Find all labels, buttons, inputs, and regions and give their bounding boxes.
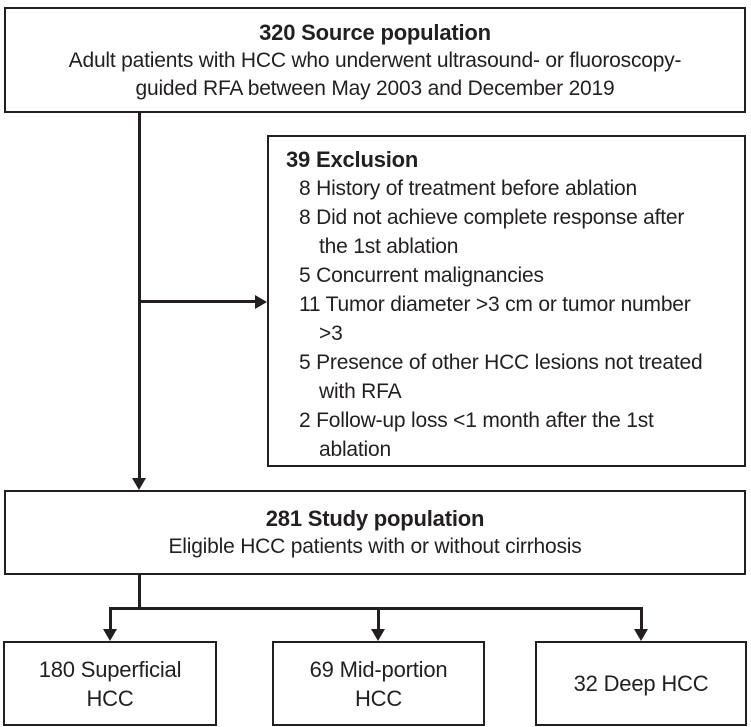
midportion-hcc-label: Mid-portion HCC <box>339 656 448 711</box>
connector-branch-middle-line <box>377 607 380 630</box>
study-population-label: Study population <box>307 506 485 531</box>
exclusion-item-text: Tumor diameter >3 cm or tumor number >3 <box>319 293 691 345</box>
source-population-label: Source population <box>301 19 491 45</box>
source-population-title: 320 Source population <box>259 18 491 47</box>
study-population-description: Eligible HCC patients with or without ci… <box>168 535 582 558</box>
deep-hcc-box: 32 Deep HCC <box>535 641 747 726</box>
exclusion-item-count: 5 <box>299 264 311 287</box>
midportion-hcc-title: 69 Mid-portion HCC <box>310 655 448 713</box>
midportion-hcc-count: 69 <box>309 656 334 682</box>
exclusion-item-count: 11 <box>299 293 321 316</box>
study-population-box: 281 Study population Eligible HCC patien… <box>4 490 746 575</box>
exclusion-item: 11 Tumor diameter >3 cm or tumor number … <box>269 290 744 348</box>
deep-hcc-title: 32 Deep HCC <box>574 669 709 698</box>
superficial-hcc-count: 180 <box>38 656 75 682</box>
exclusion-box: 39 Exclusion 8 History of treatment befo… <box>267 135 746 467</box>
connector-branch-right-line <box>640 607 643 630</box>
exclusion-item: 5 Presence of other HCC lesions not trea… <box>269 348 744 406</box>
exclusion-item-count: 5 <box>299 351 311 374</box>
exclusion-item-text: Presence of other HCC lesions not treate… <box>316 351 703 403</box>
exclusion-item-text: History of treatment before ablation <box>316 177 637 200</box>
arrowhead-into-deep-box <box>634 629 648 641</box>
exclusion-count: 39 <box>286 147 311 172</box>
deep-hcc-label: Deep HCC <box>603 671 709 696</box>
exclusion-item: 2 Follow-up loss <1 month after the 1st … <box>269 406 744 464</box>
exclusion-label: Exclusion <box>316 147 419 172</box>
arrowhead-into-study-box <box>132 478 146 490</box>
arrowhead-into-exclusion-box <box>255 295 267 309</box>
midportion-hcc-box: 69 Mid-portion HCC <box>272 641 485 726</box>
source-population-count: 320 <box>259 19 296 45</box>
study-population-count: 281 <box>265 506 302 531</box>
connector-branch-left-line <box>109 607 112 630</box>
arrowhead-into-midportion-box <box>371 629 385 641</box>
arrowhead-into-superficial-box <box>103 629 117 641</box>
superficial-hcc-label: Superficial HCC <box>80 656 182 711</box>
exclusion-item-count: 8 <box>299 177 311 200</box>
connector-source-to-study-line <box>138 112 141 481</box>
source-population-description: Adult patients with HCC who underwent ul… <box>68 48 682 100</box>
exclusion-item-count: 8 <box>299 206 311 229</box>
connector-branch-horizontal <box>109 607 642 610</box>
exclusion-item-count: 2 <box>299 409 311 432</box>
connector-study-down-stub <box>138 575 141 609</box>
superficial-hcc-box: 180 Superficial HCC <box>3 641 217 726</box>
source-population-box: 320 Source population Adult patients wit… <box>4 7 746 113</box>
exclusion-item: 8 Did not achieve complete response afte… <box>269 203 744 261</box>
exclusion-item-text: Did not achieve complete response after … <box>316 206 685 258</box>
superficial-hcc-title: 180 Superficial HCC <box>39 655 182 713</box>
connector-to-exclusion-line <box>139 300 257 303</box>
exclusion-item: 8 History of treatment before ablation <box>269 174 744 203</box>
exclusion-item-text: Follow-up loss <1 month after the 1st ab… <box>316 409 654 461</box>
exclusion-item-text: Concurrent malignancies <box>316 264 544 287</box>
deep-hcc-count: 32 <box>573 671 598 696</box>
exclusion-item: 5 Concurrent malignancies <box>269 261 744 290</box>
study-population-title: 281 Study population <box>265 504 485 533</box>
exclusion-title: 39 Exclusion <box>269 145 744 174</box>
